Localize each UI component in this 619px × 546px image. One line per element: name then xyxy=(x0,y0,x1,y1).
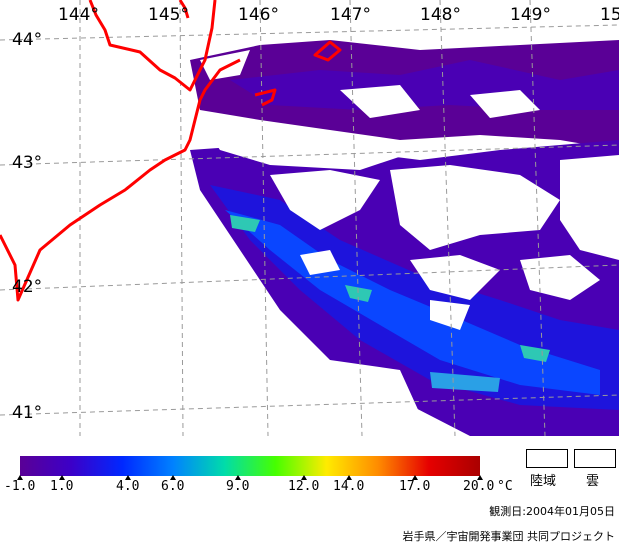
temperature-colorbar xyxy=(20,456,480,476)
colorbar-tick-label: 17.0 xyxy=(399,479,431,494)
land-key-label: 陸域 xyxy=(530,474,557,489)
tick-mark xyxy=(301,475,307,480)
lat-label-42: 42° xyxy=(12,277,42,297)
lon-label-147: 147° xyxy=(330,5,371,25)
observation-date: 観測日:2004年01月05日 xyxy=(489,505,615,518)
lat-label-43: 43° xyxy=(12,153,42,173)
tick-mark xyxy=(125,475,131,480)
colorbar-tick-label: 6.0 xyxy=(161,479,185,494)
colorbar-tick-label: 9.0 xyxy=(226,479,250,494)
tick-mark xyxy=(235,475,241,480)
lon-label-146: 146° xyxy=(238,5,279,25)
sea-surface-temperature-map: 144° 145° 146° 147° 148° 149° 15 44° 43°… xyxy=(0,0,619,436)
lon-label-149: 149° xyxy=(510,5,551,25)
colorbar-tick-label: -1.0 xyxy=(4,479,36,494)
tick-mark xyxy=(346,475,352,480)
colorbar-tick-label: 1.0 xyxy=(50,479,74,494)
cloud-key-label: 雲 xyxy=(586,474,600,489)
cloud-key-swatch xyxy=(574,449,616,468)
land-key-swatch xyxy=(526,449,568,468)
colorbar-tick-label: 12.0 xyxy=(288,479,320,494)
tick-mark xyxy=(17,475,23,480)
lon-label-148: 148° xyxy=(420,5,461,25)
tick-mark xyxy=(412,475,418,480)
temperature-field xyxy=(190,40,619,436)
colorbar-unit: °C xyxy=(497,479,513,494)
credit-line: 岩手県／宇宙開発事業団 共同プロジェクト xyxy=(402,530,616,543)
latitude-labels: 44° 43° 42° 41° xyxy=(12,30,42,423)
colorbar-tick-label: 20.0 xyxy=(463,479,495,494)
lat-label-41: 41° xyxy=(12,403,42,423)
tick-mark xyxy=(477,475,483,480)
lon-label-144: 144° xyxy=(58,5,99,25)
lon-label-150: 15 xyxy=(600,5,619,25)
colorbar-tick-label: 14.0 xyxy=(333,479,365,494)
tick-mark xyxy=(59,475,65,480)
coastline xyxy=(0,0,342,302)
longitude-labels: 144° 145° 146° 147° 148° 149° 15 xyxy=(58,5,619,25)
colorbar-tick-label: 4.0 xyxy=(116,479,140,494)
graticule xyxy=(0,0,619,436)
lon-label-145: 145° xyxy=(148,5,189,25)
tick-mark xyxy=(170,475,176,480)
lat-label-44: 44° xyxy=(12,30,42,50)
